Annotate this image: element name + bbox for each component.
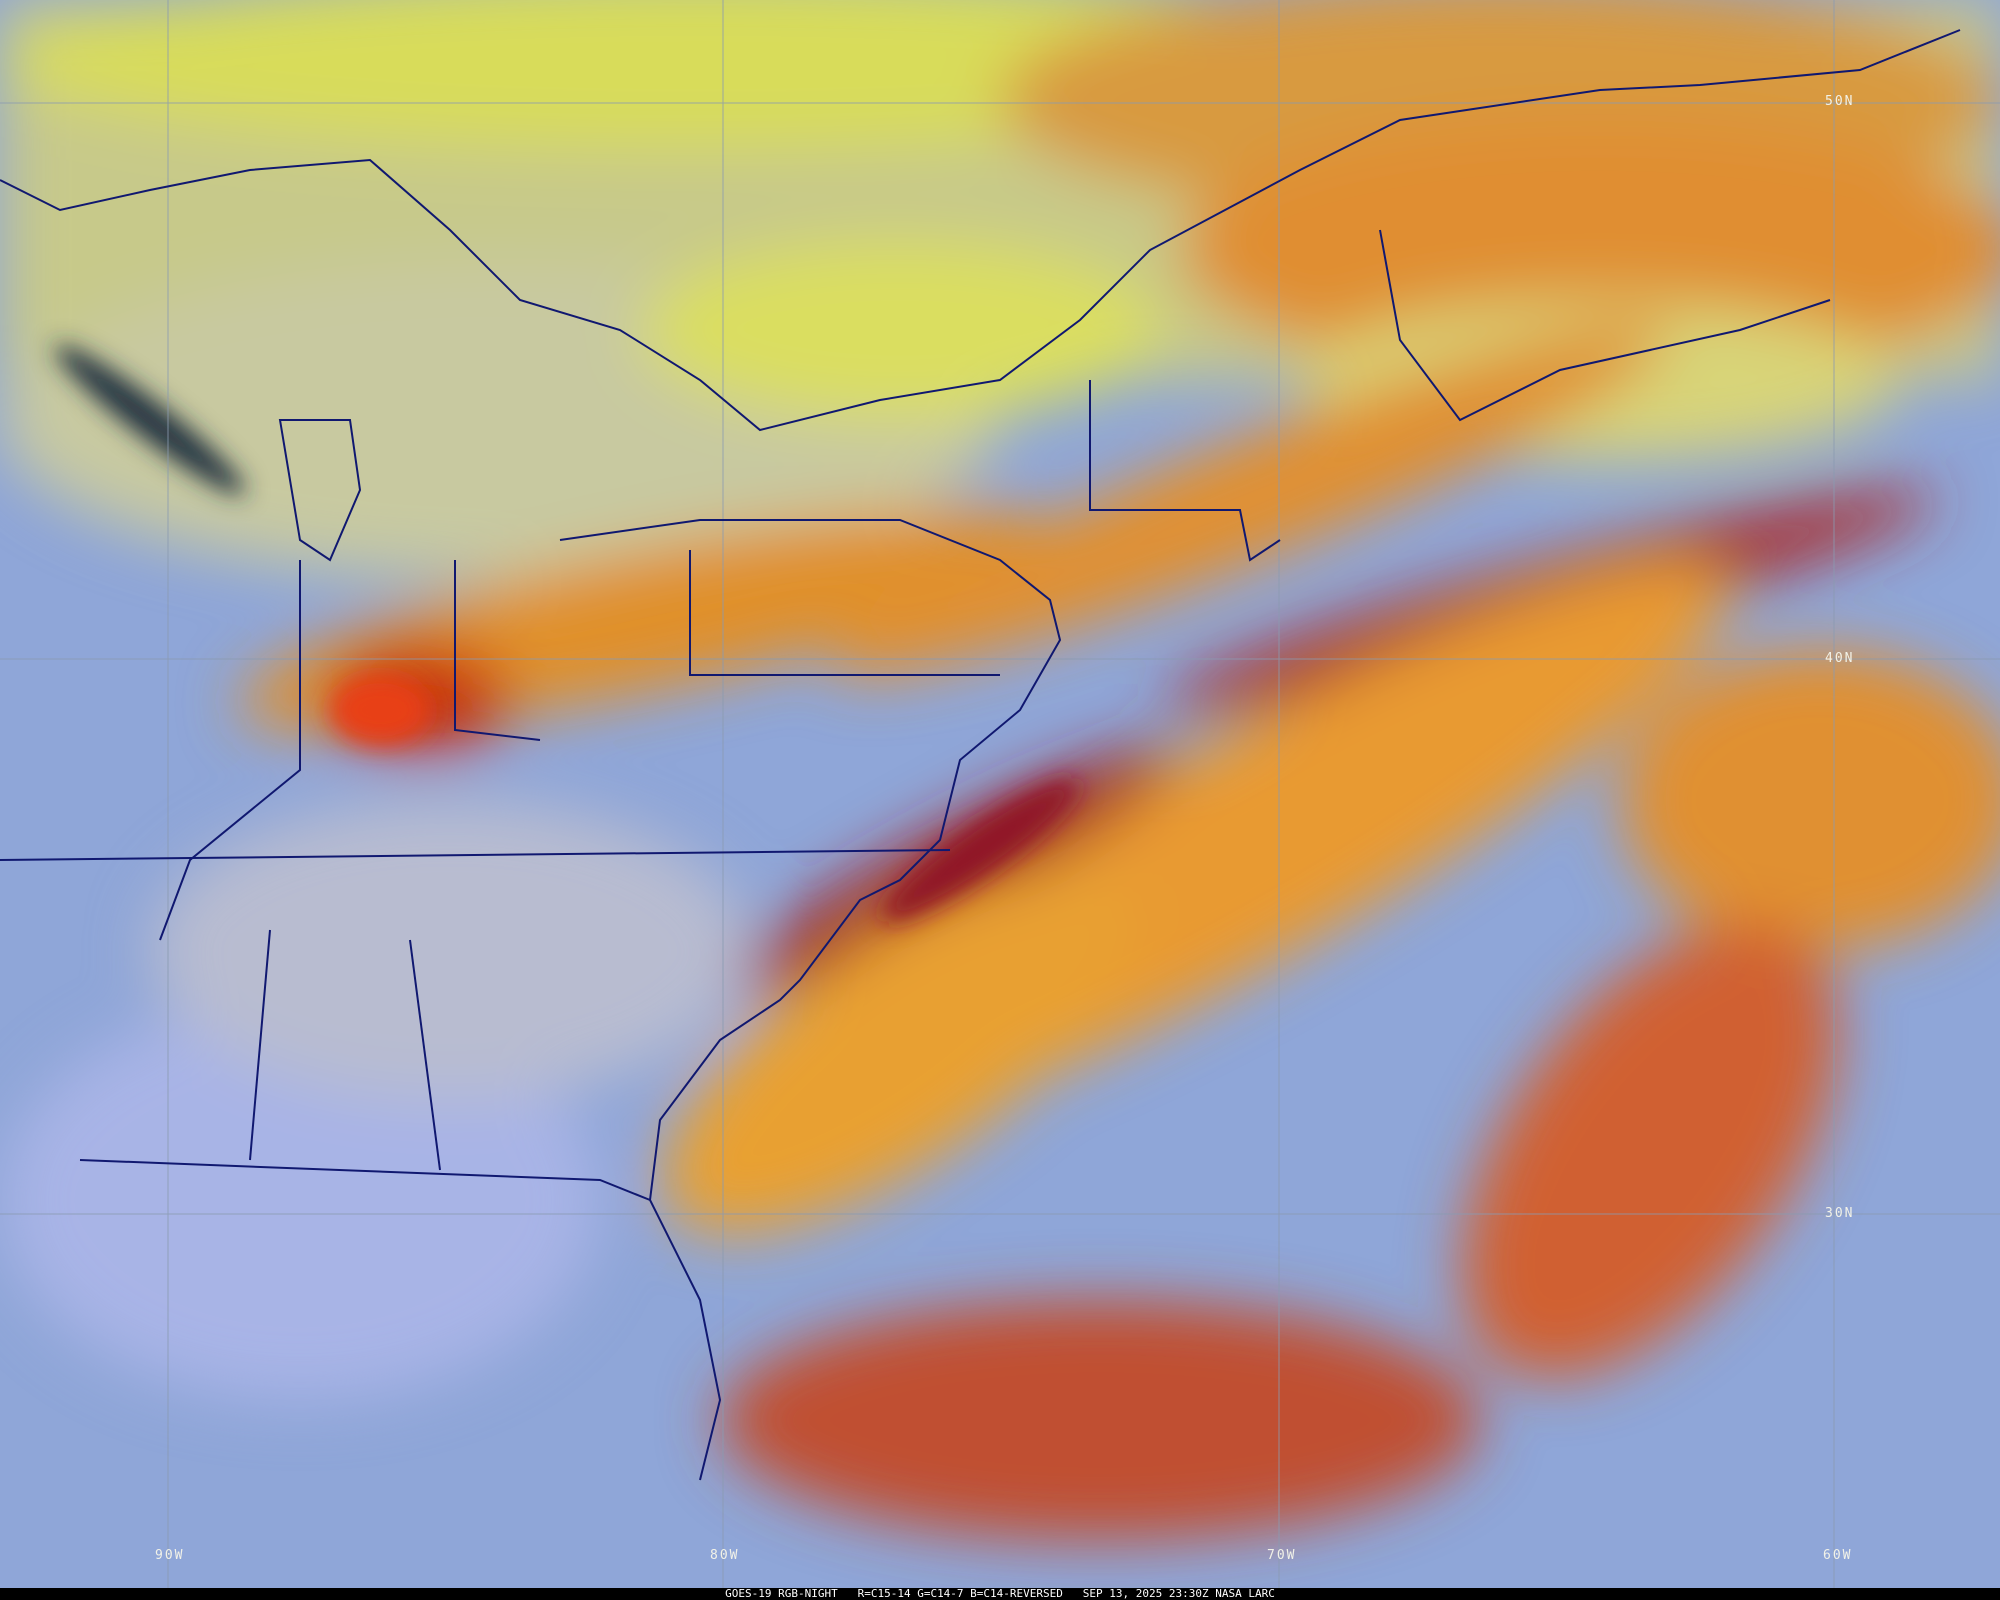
- lat-label-40n: 40N: [1825, 651, 1855, 666]
- lon-label-90w: 90W: [155, 1548, 185, 1563]
- boundaries: [0, 29, 1961, 1481]
- cloud-field: [0, 0, 2000, 1540]
- lat-label-50n: 50N: [1825, 94, 1855, 109]
- lon-label-60w: 60W: [1823, 1548, 1853, 1563]
- caption-credit: NASA LARC: [1215, 1587, 1275, 1600]
- image-caption: GOES-19 RGB-NIGHT R=C15-14 G=C14-7 B=C14…: [0, 1588, 2000, 1600]
- lon-label-70w: 70W: [1267, 1548, 1297, 1563]
- caption-datetime: SEP 13, 2025 23:30Z: [1082, 1587, 1209, 1600]
- caption-satellite: GOES-19 RGB-NIGHT: [725, 1587, 838, 1600]
- lat-label-30n: 30N: [1825, 1206, 1855, 1221]
- lon-label-80w: 80W: [710, 1548, 740, 1563]
- caption-channels: R=C15-14 G=C14-7 B=C14-REVERSED: [857, 1587, 1063, 1600]
